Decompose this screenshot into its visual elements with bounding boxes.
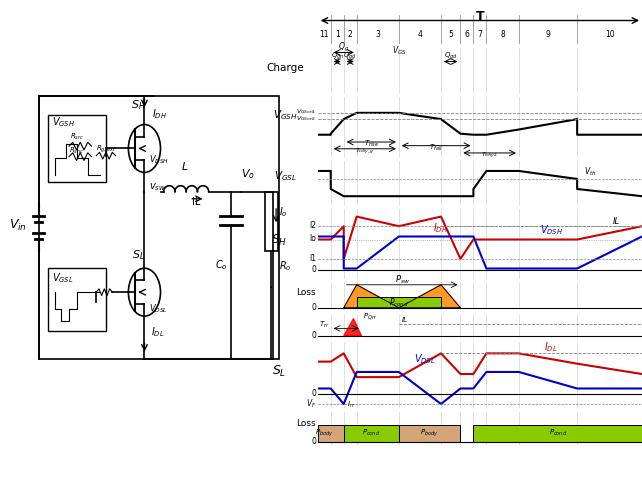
Text: $P_{cond}$: $P_{cond}$ <box>549 428 567 438</box>
Polygon shape <box>343 285 399 308</box>
Text: $I_o$: $I_o$ <box>279 205 288 219</box>
Text: $T_{rise}$: $T_{rise}$ <box>364 139 379 149</box>
Text: $P_{cond}$: $P_{cond}$ <box>389 296 409 308</box>
Text: 6: 6 <box>465 30 469 38</box>
Text: $V_{DSL}$: $V_{DSL}$ <box>149 302 168 315</box>
Text: T: T <box>476 10 484 23</box>
Text: $Q_g$: $Q_g$ <box>338 41 349 54</box>
Text: $P_{body}$: $P_{body}$ <box>315 428 333 439</box>
Text: $P_{Qrr}$: $P_{Qrr}$ <box>363 311 377 322</box>
Text: $V_F$: $V_F$ <box>306 397 316 410</box>
Text: 7: 7 <box>478 30 482 38</box>
Text: $S_H$: $S_H$ <box>131 98 145 112</box>
Text: $V_{GSL}$: $V_{GSL}$ <box>274 170 297 183</box>
Text: $v_{sw}$: $v_{sw}$ <box>149 181 166 193</box>
Text: IL: IL <box>402 318 408 323</box>
Text: $V_{DSH}$: $V_{DSH}$ <box>149 154 169 166</box>
Text: $S_L$: $S_L$ <box>272 364 286 379</box>
Text: $P_{cond}$: $P_{cond}$ <box>362 428 380 438</box>
Text: Loss: Loss <box>297 419 316 428</box>
Text: $V_{DSL}$: $V_{DSL}$ <box>414 353 435 366</box>
Text: $S_L$: $S_L$ <box>132 249 144 262</box>
Text: Charge: Charge <box>266 63 304 73</box>
Text: 0: 0 <box>311 388 316 398</box>
Text: $R_{g,ext}$: $R_{g,ext}$ <box>96 144 116 155</box>
Bar <box>48 115 106 182</box>
Text: 0: 0 <box>311 303 316 312</box>
Text: $P_{body}$: $P_{body}$ <box>421 428 439 439</box>
Text: $V_{GSH}$: $V_{GSH}$ <box>273 108 298 122</box>
Text: 4: 4 <box>417 30 422 38</box>
Text: I2: I2 <box>309 221 316 230</box>
Bar <box>357 297 441 308</box>
Text: 2: 2 <box>348 30 352 38</box>
Text: $S_H$: $S_H$ <box>271 233 287 248</box>
Text: $I_{DL}$: $I_{DL}$ <box>151 325 164 339</box>
Text: $T_{tdly\_g}$: $T_{tdly\_g}$ <box>355 147 374 156</box>
Text: $C_o$: $C_o$ <box>215 258 228 272</box>
Text: $I_{DH}$: $I_{DH}$ <box>153 107 168 121</box>
Text: IL: IL <box>612 217 620 227</box>
Text: $V_{in}$: $V_{in}$ <box>9 217 26 233</box>
Text: 5: 5 <box>448 30 453 38</box>
Bar <box>343 425 399 442</box>
Text: IL: IL <box>191 197 200 207</box>
Polygon shape <box>399 285 460 308</box>
Text: $V_o$: $V_o$ <box>241 167 255 181</box>
Text: $R_{src}$: $R_{src}$ <box>70 132 84 142</box>
Text: $T_{tdly2}$: $T_{tdly2}$ <box>482 150 498 160</box>
Bar <box>48 268 106 331</box>
Text: $V_{DSH}$: $V_{DSH}$ <box>540 224 563 237</box>
Bar <box>473 425 642 442</box>
Text: L: L <box>182 162 187 172</box>
Text: $R_{snc}$: $R_{snc}$ <box>69 145 85 156</box>
Text: $T_{fall}$: $T_{fall}$ <box>429 143 443 153</box>
Bar <box>39 96 279 359</box>
Text: 8: 8 <box>500 30 505 38</box>
Text: I1: I1 <box>309 254 316 263</box>
Text: 3: 3 <box>376 30 380 38</box>
Text: $I_{rr}$: $I_{rr}$ <box>347 399 355 410</box>
Text: $P_{sw}$: $P_{sw}$ <box>395 274 410 286</box>
Text: $Q_{gd}$: $Q_{gd}$ <box>444 51 458 62</box>
Text: $R_o$: $R_o$ <box>279 260 292 274</box>
Text: $Q_{gn}$: $Q_{gn}$ <box>331 51 344 62</box>
Text: Io: Io <box>309 234 316 243</box>
Text: $V_{GSL}$: $V_{GSL}$ <box>52 271 74 285</box>
Text: 10: 10 <box>605 30 614 38</box>
Text: 1: 1 <box>335 30 340 38</box>
Text: $Q_{gd}$: $Q_{gd}$ <box>343 51 357 62</box>
Bar <box>399 425 460 442</box>
Text: $T_{rr}$: $T_{rr}$ <box>318 320 329 330</box>
Text: 0: 0 <box>311 264 316 274</box>
Text: $I_{DH}$: $I_{DH}$ <box>433 221 449 235</box>
Text: $I_{DL}$: $I_{DL}$ <box>544 340 558 354</box>
Text: $V_{GSon1}$: $V_{GSon1}$ <box>296 107 316 116</box>
Bar <box>318 425 343 442</box>
Text: Loss: Loss <box>297 287 316 297</box>
Text: $V_{GSH}$: $V_{GSH}$ <box>52 115 75 129</box>
Text: $V_{GS}$: $V_{GS}$ <box>392 45 406 57</box>
Text: $V_{th}$: $V_{th}$ <box>584 166 596 178</box>
Bar <box>265 192 277 251</box>
Text: 9: 9 <box>546 30 550 38</box>
Polygon shape <box>343 319 361 336</box>
Text: 0: 0 <box>311 437 316 446</box>
Text: 0: 0 <box>311 331 316 340</box>
Text: 11: 11 <box>320 30 329 38</box>
Text: $V_{GSon2}$: $V_{GSon2}$ <box>296 114 316 123</box>
